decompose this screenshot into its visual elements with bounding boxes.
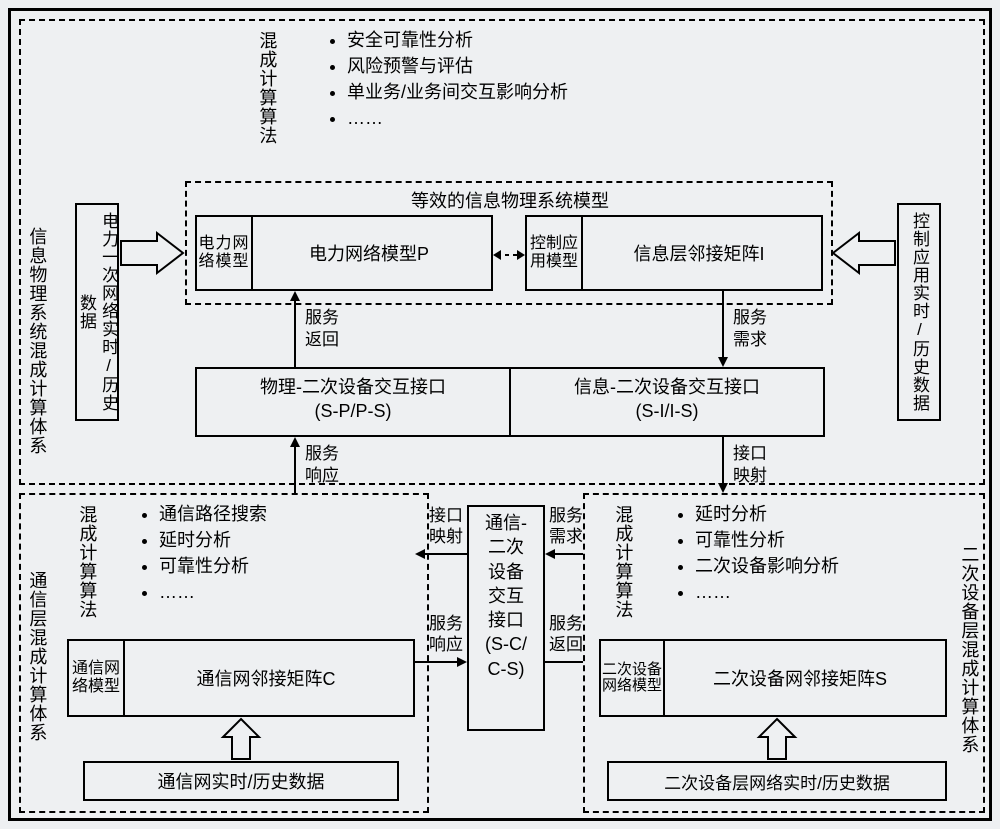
- top-algo-header: 混成计算算法: [255, 31, 278, 145]
- lbl-mid-left-bot: 服务响应: [419, 613, 463, 656]
- lbl-serv-return: 服务返回: [305, 307, 339, 351]
- region-bl-title: 通信层混成计算体系: [25, 571, 48, 742]
- br-algo-1: 延时分析: [695, 501, 839, 527]
- equiv-model-title: 等效的信息物理系统模型: [411, 187, 609, 213]
- br-algo-2: 可靠性分析: [695, 527, 839, 553]
- top-algo-4: ……: [347, 105, 568, 131]
- br-bottom-data: 二次设备层网络实时/历史数据: [607, 761, 947, 801]
- br-algo-header: 混成计算算法: [611, 505, 634, 619]
- cs-l6: (S-C/: [469, 632, 543, 656]
- si-line2: (S-I/I-S): [511, 399, 823, 423]
- cs-l2: 二次: [469, 535, 543, 559]
- region-top-title: 信息物理系统混成计算体系: [25, 227, 48, 455]
- cs-l3: 设备: [469, 560, 543, 584]
- arrow-sp-to-p: [287, 291, 303, 367]
- cs-box: 通信- 二次 设备 交互 接口 (S-C/ C-S): [467, 505, 545, 731]
- sp-box: 物理-二次设备交互接口 (S-P/P-S): [195, 367, 511, 437]
- arrow-c-to-cs-bot: [415, 655, 467, 669]
- top-left-data-box: 电力一次网络实时/历史数据: [75, 203, 119, 421]
- sp-line2: (S-P/P-S): [197, 399, 509, 423]
- diagram-root: 信息物理系统混成计算体系 混成计算算法 安全可靠性分析 风险预警与评估 单业务/…: [8, 8, 992, 821]
- cs-l4: 交互: [469, 584, 543, 608]
- bl-algo-1: 通信路径搜索: [159, 501, 267, 527]
- region-br-title: 二次设备层混成计算体系: [957, 545, 980, 754]
- s-small-label: 二次设备网络模型: [601, 662, 663, 695]
- hollow-arrow-br-up: [759, 719, 795, 759]
- lbl-intf-map: 接口映射: [733, 443, 767, 487]
- dashed-double-arrow: [493, 243, 525, 267]
- arrow-cs-to-c-top: [415, 547, 467, 561]
- i-small-label: 控制应用模型: [527, 235, 581, 272]
- s-small-label-box: 二次设备网络模型: [599, 639, 665, 717]
- c-box-text: 通信网邻接矩阵C: [197, 665, 336, 691]
- top-algo-list: 安全可靠性分析 风险预警与评估 单业务/业务间交互影响分析 ……: [325, 27, 568, 131]
- bl-algo-header: 混成计算算法: [75, 505, 98, 619]
- lbl-serv-demand: 服务需求: [733, 307, 767, 351]
- c-small-label: 通信网络模型: [69, 660, 123, 697]
- bl-bottom-data-text: 通信网实时/历史数据: [157, 768, 324, 794]
- c-small-label-box: 通信网络模型: [67, 639, 125, 717]
- cs-l7: C-S): [469, 657, 543, 681]
- arrow-si-to-br: [715, 437, 731, 493]
- cs-l1: 通信-: [469, 511, 543, 535]
- arrow-i-to-si: [715, 291, 731, 367]
- br-bottom-data-text: 二次设备层网络实时/历史数据: [664, 769, 890, 794]
- top-algo-2: 风险预警与评估: [347, 53, 568, 79]
- si-line1: 信息-二次设备交互接口: [511, 375, 823, 399]
- p-small-label: 电力网络模型: [197, 235, 251, 272]
- cs-l5: 接口: [469, 608, 543, 632]
- p-small-label-box: 电力网络模型: [195, 215, 253, 291]
- bl-algo-2: 延时分析: [159, 527, 267, 553]
- p-box-text: 电力网络模型P: [309, 240, 429, 266]
- lbl-mid-left-top: 接口映射: [419, 505, 463, 548]
- si-box: 信息-二次设备交互接口 (S-I/I-S): [509, 367, 825, 437]
- bl-algo-list: 通信路径搜索 延时分析 可靠性分析 ……: [137, 501, 267, 605]
- top-algo-3: 单业务/业务间交互影响分析: [347, 79, 568, 105]
- bl-algo-4: ……: [159, 579, 267, 605]
- br-algo-3: 二次设备影响分析: [695, 553, 839, 579]
- lbl-serv-resp: 服务响应: [305, 443, 339, 487]
- i-small-label-box: 控制应用模型: [525, 215, 583, 291]
- hollow-arrow-left: [121, 233, 183, 273]
- top-left-data-text: 电力一次网络实时/历史数据: [75, 211, 119, 413]
- hollow-arrow-bl-up: [223, 719, 259, 759]
- i-box-text: 信息层邻接矩阵I: [633, 240, 764, 266]
- sp-line1: 物理-二次设备交互接口: [197, 375, 509, 399]
- top-right-data-text: 控制应用实时/历史数据: [908, 212, 930, 412]
- top-algo-1: 安全可靠性分析: [347, 27, 568, 53]
- br-algo-4: ……: [695, 579, 839, 605]
- bl-algo-3: 可靠性分析: [159, 553, 267, 579]
- top-right-data-box: 控制应用实时/历史数据: [897, 203, 941, 421]
- arrow-bl-to-sp: [287, 437, 303, 493]
- hollow-arrow-right: [833, 233, 895, 273]
- s-box-text: 二次设备网邻接矩阵S: [713, 665, 887, 691]
- br-algo-list: 延时分析 可靠性分析 二次设备影响分析 ……: [673, 501, 839, 605]
- bl-bottom-data: 通信网实时/历史数据: [83, 761, 399, 801]
